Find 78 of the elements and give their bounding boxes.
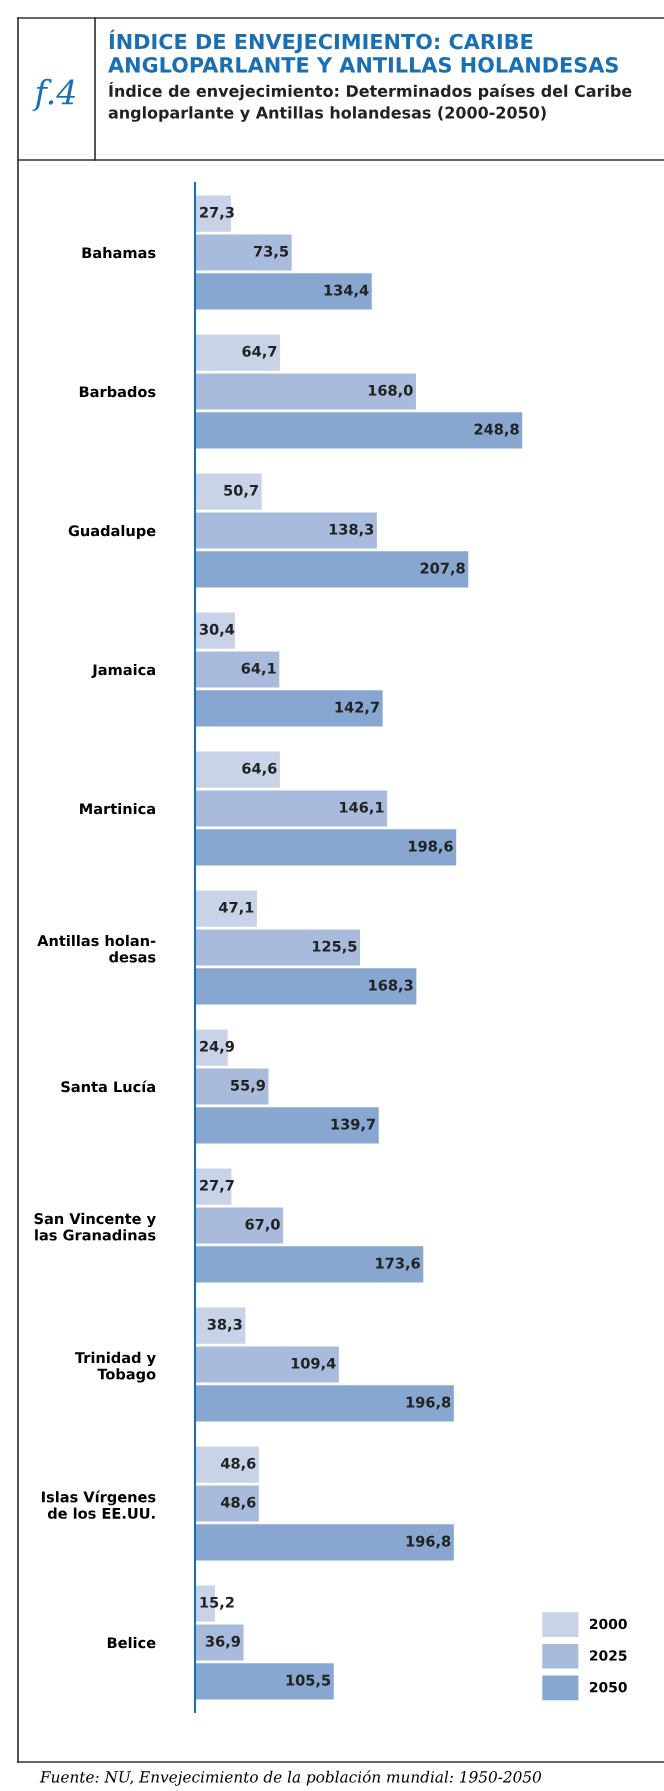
bar xyxy=(195,1207,284,1244)
y-tick-label: Jamaica xyxy=(91,663,155,678)
bar xyxy=(195,334,281,371)
data-label: 139,7 xyxy=(331,1118,375,1132)
data-label: 64,1 xyxy=(241,662,276,676)
legend-label: 2025 xyxy=(589,1650,627,1661)
data-label: 134,4 xyxy=(324,284,369,298)
data-label: 207,8 xyxy=(420,562,465,576)
data-label: 142,7 xyxy=(335,701,379,715)
data-label: 48,6 xyxy=(220,1496,256,1510)
data-label: 27,7 xyxy=(200,1179,234,1193)
data-label: 105,5 xyxy=(286,1674,331,1688)
bar xyxy=(195,373,416,410)
legend-label: 2000 xyxy=(589,1618,627,1630)
data-label: 173,6 xyxy=(376,1257,420,1271)
bar xyxy=(195,1385,454,1422)
data-label: 196,8 xyxy=(406,1535,451,1549)
data-label: 125,5 xyxy=(312,940,357,954)
data-label: 24,9 xyxy=(200,1040,234,1054)
data-label: 50,7 xyxy=(224,484,258,498)
bar xyxy=(195,412,523,449)
bar xyxy=(195,929,361,966)
data-label: 168,3 xyxy=(369,979,413,993)
y-tick-label: Bahamas xyxy=(82,246,156,259)
bar xyxy=(195,690,383,727)
data-label: 64,7 xyxy=(242,345,277,359)
bar xyxy=(195,829,457,866)
bar xyxy=(195,651,280,688)
y-tick-label: Barbados xyxy=(79,385,156,398)
y-tick-label: Islas Vírgenes de los EE.UU. xyxy=(41,1490,156,1519)
bar xyxy=(195,1485,259,1522)
y-tick-label: San Vincente y las Granadinas xyxy=(34,1212,156,1241)
data-label: 30,4 xyxy=(199,623,235,637)
legend-label: 2050 xyxy=(589,1681,627,1693)
bar xyxy=(195,1107,379,1144)
data-label: 38,3 xyxy=(207,1318,242,1332)
bar xyxy=(195,1663,334,1700)
bar xyxy=(195,968,417,1005)
bar xyxy=(195,473,262,510)
y-tick-label: Santa Lucía xyxy=(61,1080,155,1093)
bar xyxy=(195,1246,424,1283)
data-label: 138,3 xyxy=(329,523,374,537)
y-tick-label: Antillas holan- desas xyxy=(37,934,156,963)
chart-title: ÍNDICE DE ENVEJECIMIENTO: CARIBE ANGLOPARLANTE Y ANTILLAS HOLANDESAS xyxy=(108,29,618,73)
data-label: 64,6 xyxy=(242,762,277,776)
bar xyxy=(195,751,280,788)
data-label: 36,9 xyxy=(205,1635,240,1649)
data-label: 248,8 xyxy=(474,423,519,437)
chart-subtitle: Índice de envejecimiento: Determinados países del Caribe angloparlante y Antillas holandesas (2000-2050) xyxy=(108,82,632,122)
y-tick-label: Trinidad y Tobago xyxy=(74,1351,156,1383)
data-label: 47,1 xyxy=(219,901,254,915)
data-label: 168,0 xyxy=(368,384,413,398)
bar xyxy=(195,790,388,827)
text: f.4 xyxy=(32,78,76,112)
data-label: 109,4 xyxy=(291,1357,336,1371)
bar xyxy=(195,512,377,549)
y-tick-label: Martinica xyxy=(80,802,155,815)
source-note: Fuente: NU, Envejecimiento de la población mundial: 1950-2050 xyxy=(39,1770,541,1786)
bar xyxy=(195,1624,244,1661)
bar xyxy=(195,273,372,310)
data-label: 15,2 xyxy=(200,1596,234,1610)
bar xyxy=(195,1346,339,1383)
data-label: 196,8 xyxy=(406,1396,451,1410)
data-label: 48,6 xyxy=(220,1457,256,1471)
data-label: 27,3 xyxy=(200,206,234,220)
bar xyxy=(195,1068,269,1105)
data-label: 146,1 xyxy=(340,801,384,815)
bar xyxy=(195,890,257,927)
data-label: 73,5 xyxy=(254,245,289,259)
y-tick-label: Belice xyxy=(107,1636,156,1649)
y-tick-label: Guadalupe xyxy=(68,524,156,540)
bar xyxy=(195,1524,454,1561)
bar xyxy=(195,1446,259,1483)
data-label: 198,6 xyxy=(409,840,453,854)
data-label: 55,9 xyxy=(231,1079,265,1093)
bar xyxy=(195,551,469,588)
bar xyxy=(195,234,292,271)
data-label: 67,0 xyxy=(245,1218,280,1232)
